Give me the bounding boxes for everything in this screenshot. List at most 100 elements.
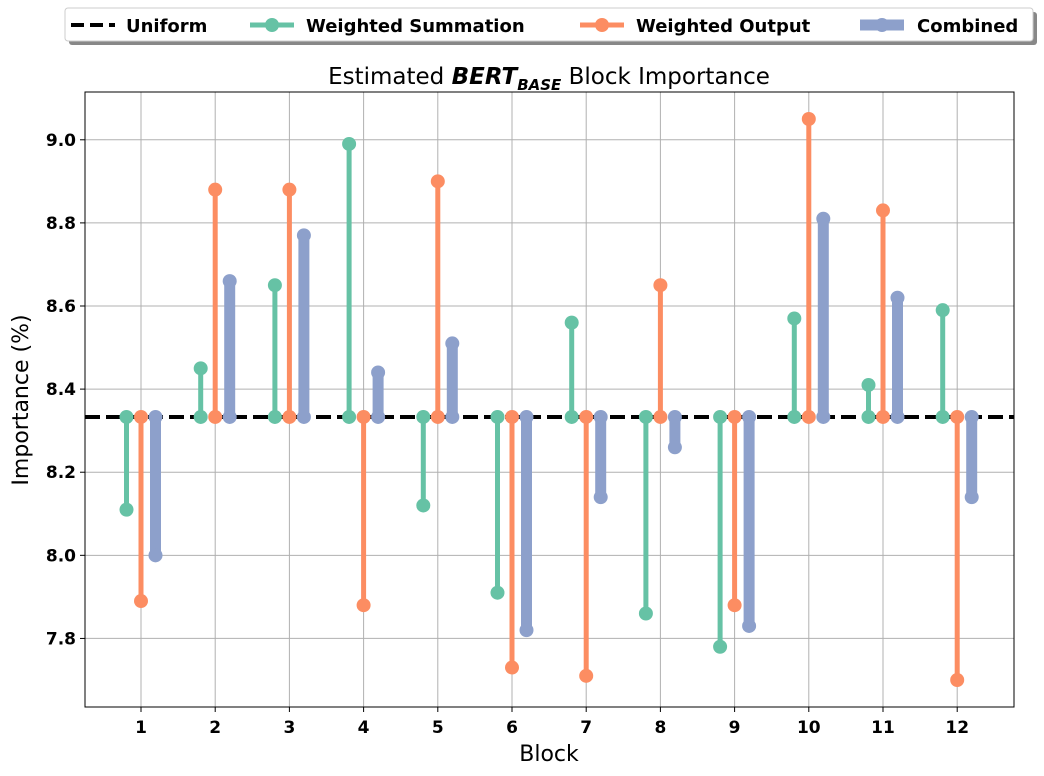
stem-base-marker — [742, 409, 757, 424]
legend-swatch-marker — [875, 18, 889, 32]
stem-base-marker — [801, 409, 816, 424]
stem-base-marker — [816, 409, 831, 424]
stem-base-marker — [519, 409, 534, 424]
stem-base-marker — [445, 409, 460, 424]
data-point — [667, 440, 682, 455]
x-tick-label: 12 — [945, 718, 969, 738]
x-tick-label: 11 — [871, 718, 895, 738]
stem-base-marker — [964, 409, 979, 424]
stem-base-marker — [787, 409, 802, 424]
stems — [119, 112, 979, 687]
data-point — [816, 211, 831, 226]
y-tick-label: 7.8 — [46, 629, 76, 649]
x-tick-label: 4 — [358, 718, 370, 738]
data-point — [787, 311, 802, 326]
plot-frame — [84, 91, 1015, 708]
axis-ticks: 7.88.08.28.48.68.89.01 2 3 4 5 6 7 8 9 10 11 12 — [46, 131, 969, 738]
stem-base-marker — [935, 409, 950, 424]
data-point — [193, 361, 208, 376]
legend-label: Combined — [917, 16, 1018, 37]
stem-base-marker — [371, 409, 386, 424]
stem-base-marker — [876, 409, 890, 424]
data-point — [935, 303, 950, 318]
x-tick-label: 10 — [797, 718, 821, 738]
x-axis-label: Block — [519, 742, 579, 767]
data-point — [964, 490, 979, 505]
stem-base-marker — [579, 409, 594, 424]
y-tick-label: 8.6 — [46, 297, 76, 317]
legend-swatch-marker — [265, 18, 279, 32]
legend-label: Weighted Output — [636, 16, 811, 37]
data-point — [282, 182, 297, 197]
stem-base-marker — [861, 409, 876, 424]
stem-base-marker — [148, 409, 163, 424]
legend-label: Uniform — [126, 16, 207, 37]
data-point — [267, 278, 282, 293]
data-point — [950, 672, 965, 687]
data-point — [579, 668, 594, 683]
stem-base-marker — [416, 409, 431, 424]
data-point — [890, 290, 905, 305]
chart-title: Estimated BERTBASE Block Importance — [328, 64, 770, 94]
y-tick-label: 8.8 — [46, 214, 76, 234]
data-point — [342, 136, 357, 151]
stem-base-marker — [505, 409, 519, 424]
stem-base-marker — [713, 409, 728, 424]
legend-label: Weighted Summation — [306, 16, 525, 37]
stem-base-marker — [950, 409, 965, 424]
data-point — [416, 498, 431, 513]
stem-base-marker — [222, 409, 237, 424]
stem-base-marker — [208, 409, 223, 424]
data-point — [653, 278, 668, 293]
x-tick-label: 1 — [135, 718, 147, 738]
data-point — [519, 623, 534, 638]
x-tick-label: 9 — [729, 718, 741, 738]
stem-base-marker — [356, 409, 371, 424]
stem-base-marker — [593, 409, 608, 424]
data-point — [445, 336, 460, 351]
data-point — [222, 274, 237, 289]
y-tick-label: 8.0 — [46, 546, 76, 566]
y-tick-label: 8.2 — [46, 463, 76, 483]
stem-base-marker — [490, 409, 505, 424]
data-point — [208, 182, 223, 197]
data-point — [148, 548, 163, 563]
x-tick-label: 7 — [580, 718, 592, 738]
legend: Uniform Weighted Summation Weighted Output… — [64, 7, 1037, 45]
stem-base-marker — [727, 409, 742, 424]
data-point — [727, 598, 742, 613]
stem-base-marker — [564, 409, 579, 424]
data-point — [861, 377, 876, 392]
stem-base-marker — [430, 409, 445, 424]
x-tick-label: 3 — [283, 718, 295, 738]
stem-base-marker — [342, 409, 357, 424]
stem-base-marker — [296, 409, 311, 424]
y-axis-label: Importance (%) — [9, 314, 34, 485]
data-point — [876, 203, 890, 218]
stem-base-marker — [653, 409, 668, 424]
data-point — [638, 606, 653, 621]
x-tick-label: 6 — [506, 718, 518, 738]
legend-swatch-marker — [595, 18, 609, 32]
data-point — [564, 315, 579, 330]
data-point — [430, 174, 445, 189]
data-point — [801, 112, 816, 127]
data-point — [713, 639, 728, 654]
y-tick-label: 8.4 — [46, 380, 76, 400]
stem-base-marker — [119, 409, 134, 424]
data-point — [356, 598, 371, 613]
x-tick-label: 5 — [432, 718, 444, 738]
data-point — [490, 585, 505, 600]
x-tick-label: 2 — [209, 718, 221, 738]
stem-base-marker — [134, 409, 148, 424]
stem-base-marker — [267, 409, 282, 424]
data-point — [742, 618, 757, 633]
data-point — [119, 502, 134, 517]
stem-base-marker — [638, 409, 653, 424]
data-point — [296, 228, 311, 243]
y-tick-label: 9.0 — [46, 131, 76, 151]
data-point — [134, 594, 148, 609]
stem-base-marker — [890, 409, 905, 424]
